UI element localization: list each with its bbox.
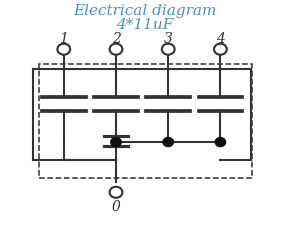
Text: 0: 0: [112, 199, 120, 213]
Circle shape: [110, 44, 122, 56]
Text: Electrical diagram: Electrical diagram: [73, 4, 217, 18]
Text: 1: 1: [59, 32, 68, 46]
Circle shape: [162, 44, 175, 56]
Circle shape: [214, 44, 227, 56]
Text: 4*11uF: 4*11uF: [116, 18, 174, 32]
Circle shape: [111, 138, 121, 147]
Text: 4: 4: [216, 32, 225, 46]
Circle shape: [110, 187, 122, 198]
Circle shape: [163, 138, 173, 147]
Bar: [39, 65, 252, 179]
Text: 2: 2: [112, 32, 120, 46]
Circle shape: [215, 138, 226, 147]
Text: 3: 3: [164, 32, 173, 46]
Circle shape: [57, 44, 70, 56]
